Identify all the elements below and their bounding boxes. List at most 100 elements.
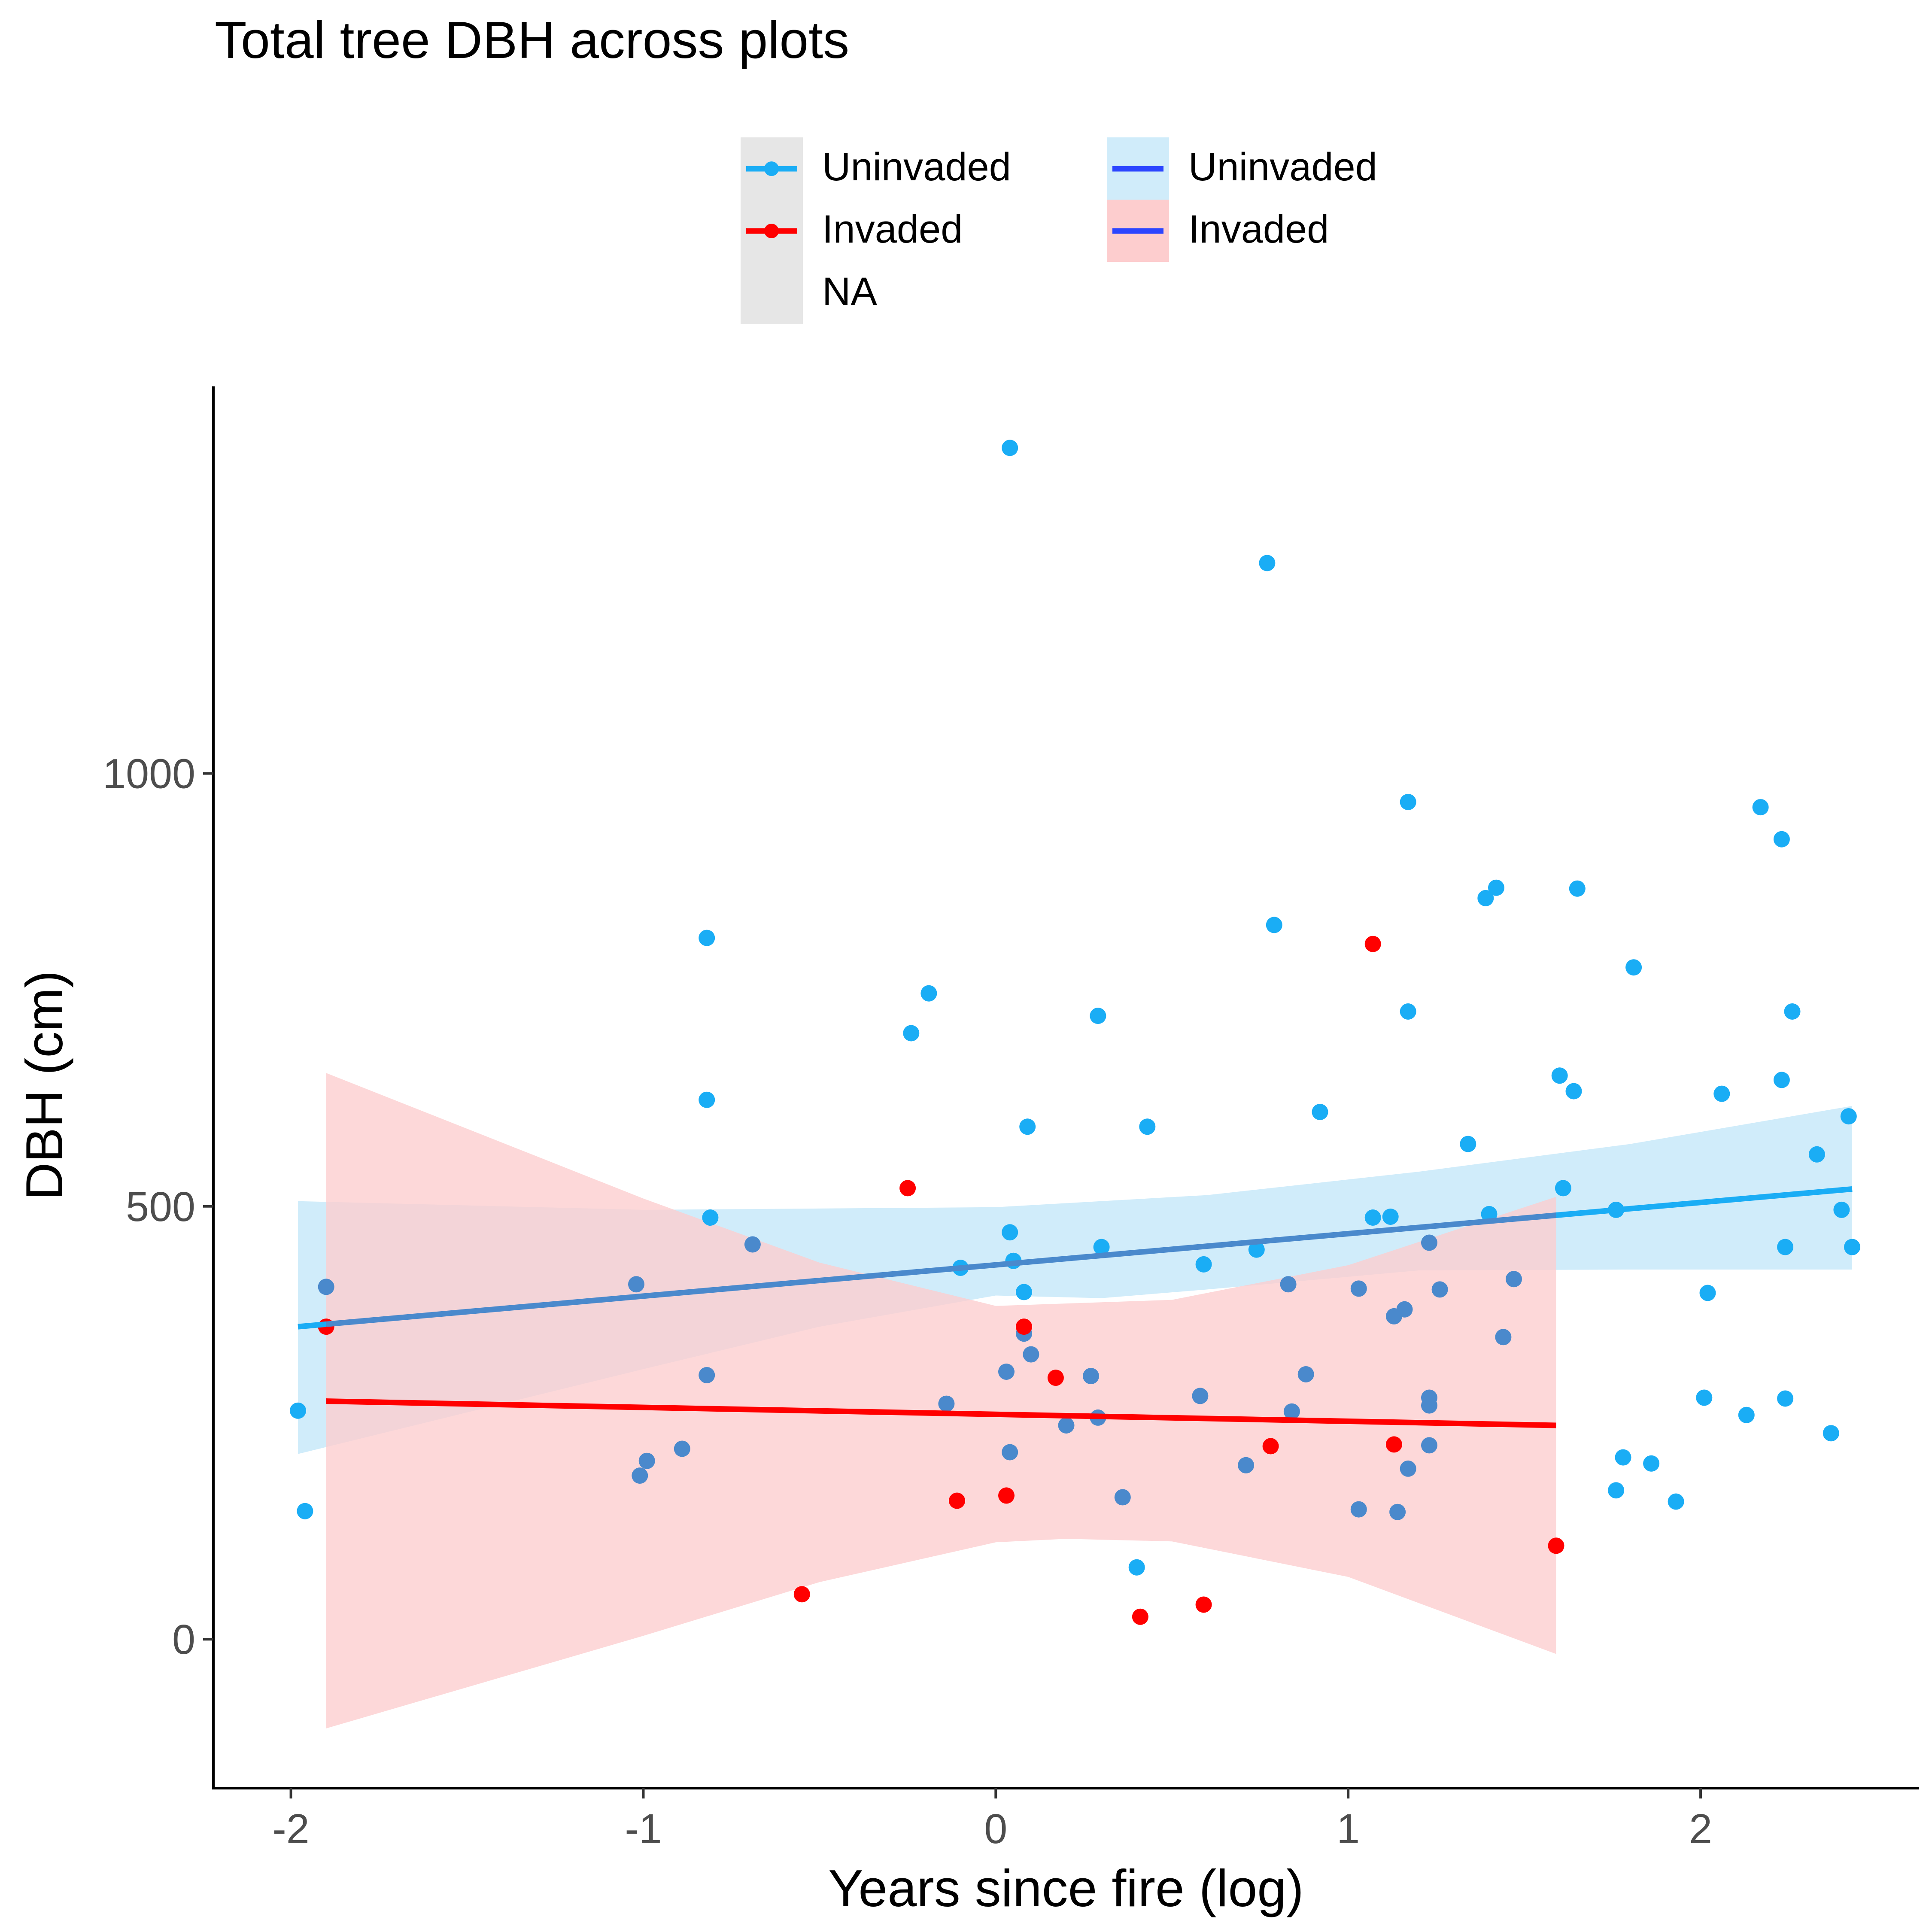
legend-fits: Uninvaded Invaded: [1107, 137, 1377, 262]
point-uninvaded-62: [1495, 1329, 1512, 1346]
point-uninvaded-41: [1297, 1366, 1314, 1382]
point-uninvaded-50: [1400, 1460, 1416, 1477]
point-uninvaded-85: [1823, 1425, 1839, 1442]
point-uninvaded-67: [1569, 880, 1586, 897]
y-axis-title: DBH (cm): [15, 970, 73, 1200]
legend-points: Uninvaded Invaded NA: [741, 137, 1011, 324]
point-invaded-5: [1016, 1318, 1032, 1335]
legend-label-invaded-points: Invaded: [822, 207, 963, 251]
point-uninvaded-31: [1128, 1559, 1145, 1576]
point-invaded-4: [998, 1487, 1015, 1504]
y-axis-ticks: 0 500 1000: [103, 750, 213, 1663]
point-uninvaded-45: [1364, 1209, 1381, 1226]
point-uninvaded-70: [1615, 1449, 1631, 1466]
point-uninvaded-6: [674, 1440, 690, 1457]
point-uninvaded-75: [1699, 1285, 1716, 1301]
point-invaded-3: [949, 1492, 965, 1509]
point-uninvaded-69: [1608, 1482, 1625, 1499]
legend-label-uninvaded-fit: Uninvaded: [1188, 145, 1377, 189]
point-uninvaded-86: [1833, 1201, 1850, 1218]
x-axis-title: Years since fire (log): [828, 1859, 1304, 1917]
legend-label-uninvaded-points: Uninvaded: [822, 145, 1011, 189]
point-uninvaded-87: [1840, 1108, 1857, 1125]
point-uninvaded-72: [1643, 1455, 1660, 1472]
point-uninvaded-81: [1777, 1390, 1794, 1407]
point-uninvaded-23: [1019, 1118, 1036, 1135]
point-uninvaded-46: [1382, 1209, 1399, 1225]
point-uninvaded-4: [632, 1467, 648, 1484]
point-uninvaded-53: [1421, 1234, 1437, 1251]
point-invaded-7: [1132, 1608, 1148, 1625]
point-invaded-2: [899, 1180, 916, 1197]
point-uninvaded-57: [1431, 1281, 1448, 1298]
point-uninvaded-55: [1421, 1389, 1437, 1406]
point-uninvaded-24: [1023, 1346, 1039, 1363]
x-tick-label: -1: [625, 1805, 662, 1852]
point-uninvaded-40: [1283, 1403, 1300, 1420]
point-uninvaded-8: [699, 1091, 715, 1108]
y-tick-label: 1000: [103, 750, 195, 797]
point-uninvaded-16: [998, 1364, 1015, 1380]
point-uninvaded-36: [1248, 1241, 1265, 1258]
x-tick-label: 2: [1689, 1805, 1712, 1852]
point-uninvaded-80: [1773, 1072, 1790, 1088]
point-invaded-12: [1548, 1537, 1564, 1554]
point-uninvaded-17: [1002, 440, 1018, 456]
point-uninvaded-33: [1192, 1388, 1209, 1404]
point-uninvaded-42: [1312, 1104, 1328, 1120]
point-uninvaded-28: [1090, 1008, 1106, 1024]
point-uninvaded-56: [1421, 1437, 1437, 1454]
point-uninvaded-65: [1555, 1180, 1571, 1197]
point-uninvaded-21: [1016, 1284, 1032, 1300]
point-uninvaded-7: [699, 930, 715, 946]
point-invaded-9: [1262, 1438, 1279, 1455]
point-invaded-10: [1364, 936, 1381, 952]
point-uninvaded-74: [1696, 1389, 1713, 1406]
point-uninvaded-29: [1093, 1239, 1110, 1255]
legend-label-invaded-fit: Invaded: [1188, 207, 1329, 251]
point-uninvaded-64: [1551, 1067, 1568, 1084]
x-tick-label: -2: [272, 1805, 309, 1852]
point-uninvaded-14: [938, 1395, 955, 1412]
x-axis-ticks: -2 -1 0 1 2: [272, 1788, 1712, 1852]
point-uninvaded-78: [1752, 799, 1769, 816]
point-uninvaded-1: [297, 1503, 313, 1519]
fit-line-uninvaded-start: [298, 1321, 327, 1330]
point-invaded-11: [1385, 1436, 1402, 1453]
point-uninvaded-10: [702, 1209, 719, 1226]
legend-key-uninvaded-point: [764, 161, 779, 176]
point-invaded-1: [793, 1586, 810, 1603]
point-uninvaded-61: [1488, 879, 1504, 896]
point-uninvaded-71: [1625, 959, 1642, 976]
point-uninvaded-3: [628, 1276, 644, 1293]
point-uninvaded-83: [1784, 1003, 1801, 1020]
point-uninvaded-43: [1350, 1501, 1367, 1518]
point-uninvaded-51: [1400, 794, 1416, 810]
point-uninvaded-66: [1565, 1083, 1582, 1100]
point-uninvaded-44: [1350, 1280, 1367, 1297]
point-uninvaded-2: [318, 1279, 334, 1295]
point-uninvaded-32: [1139, 1118, 1156, 1135]
point-uninvaded-12: [920, 985, 937, 1002]
legend-key-na-bg: [741, 262, 803, 324]
point-uninvaded-49: [1396, 1301, 1413, 1318]
chart-title: Total tree DBH across plots: [215, 11, 849, 69]
fit-line-invaded: [326, 1398, 1556, 1428]
point-uninvaded-84: [1808, 1146, 1825, 1163]
point-uninvaded-38: [1266, 917, 1282, 933]
point-uninvaded-9: [699, 1367, 715, 1383]
y-tick-label: 500: [126, 1183, 195, 1230]
legend-label-na: NA: [822, 270, 877, 313]
point-uninvaded-88: [1844, 1239, 1860, 1255]
point-uninvaded-52: [1400, 1003, 1416, 1020]
point-uninvaded-59: [1477, 890, 1494, 906]
y-tick-label: 0: [172, 1616, 195, 1663]
point-invaded-6: [1047, 1370, 1064, 1386]
data-points: [290, 440, 1860, 1625]
point-uninvaded-5: [638, 1452, 655, 1469]
plot-panel: [290, 440, 1860, 1728]
point-uninvaded-19: [1002, 1444, 1018, 1461]
x-tick-label: 1: [1337, 1805, 1360, 1852]
fit-lines: [298, 1186, 1853, 1428]
